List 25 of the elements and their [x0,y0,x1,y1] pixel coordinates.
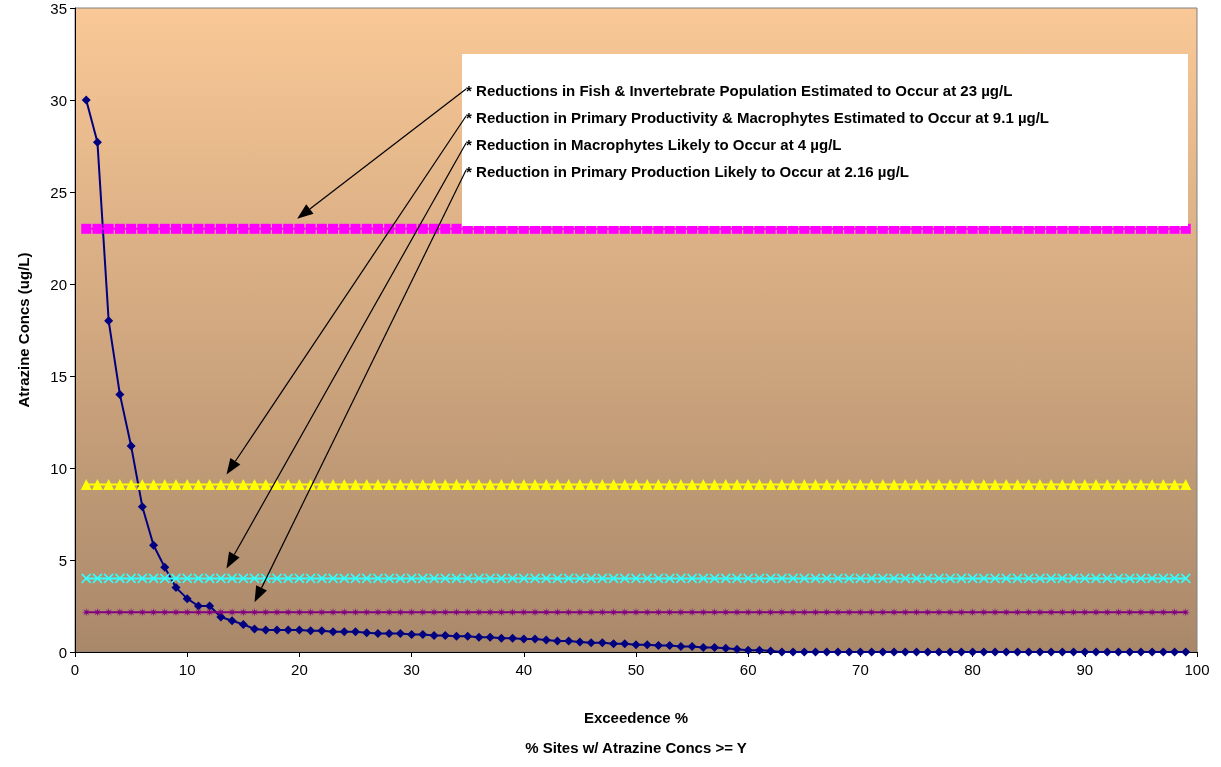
x-tick-label: 100 [1184,661,1210,678]
annotation: * Reduction in Macrophytes Likely to Occur at 4 µg/L [465,136,843,155]
x-tick-label: 0 [70,661,80,678]
x-tick-label: 70 [852,661,869,678]
annotation: * Reduction in Primary Productivity & Macrophytes Estimated to Occur at 9.1 µg/L [465,109,1051,128]
y-tick-label: 35 [50,0,67,17]
y-tick-label: 0 [58,643,67,661]
x-tick-label: 60 [739,661,757,678]
annotation: * Reductions in Fish & Invertebrate Population Estimated to Occur at 23 µg/L [465,82,1014,101]
y-tick-label: 30 [50,91,67,109]
x-tick-label: 80 [964,661,981,678]
y-tick-label: 15 [50,367,67,385]
x-tick-label: 30 [403,661,420,678]
x-tick-label: 40 [515,661,533,678]
y-tick-label: 20 [50,275,67,293]
y-axis-title: Atrazine Concs (ug/L) [15,252,32,408]
y-tick-label: 25 [50,183,67,201]
x-tick-label: 20 [291,661,308,678]
x-tick-label: 90 [1076,661,1094,678]
annotation: * Reduction in Primary Production Likely to Occur at 2.16 µg/L [465,163,910,182]
x-tick-label: 10 [178,661,196,678]
x-axis-title: Exceedence % % Sites w/ Atrazine Concs >= Y [525,708,747,756]
x-tick-label: 50 [627,661,645,678]
y-tick-label: 5 [58,551,67,569]
y-tick-label: 10 [50,459,67,477]
